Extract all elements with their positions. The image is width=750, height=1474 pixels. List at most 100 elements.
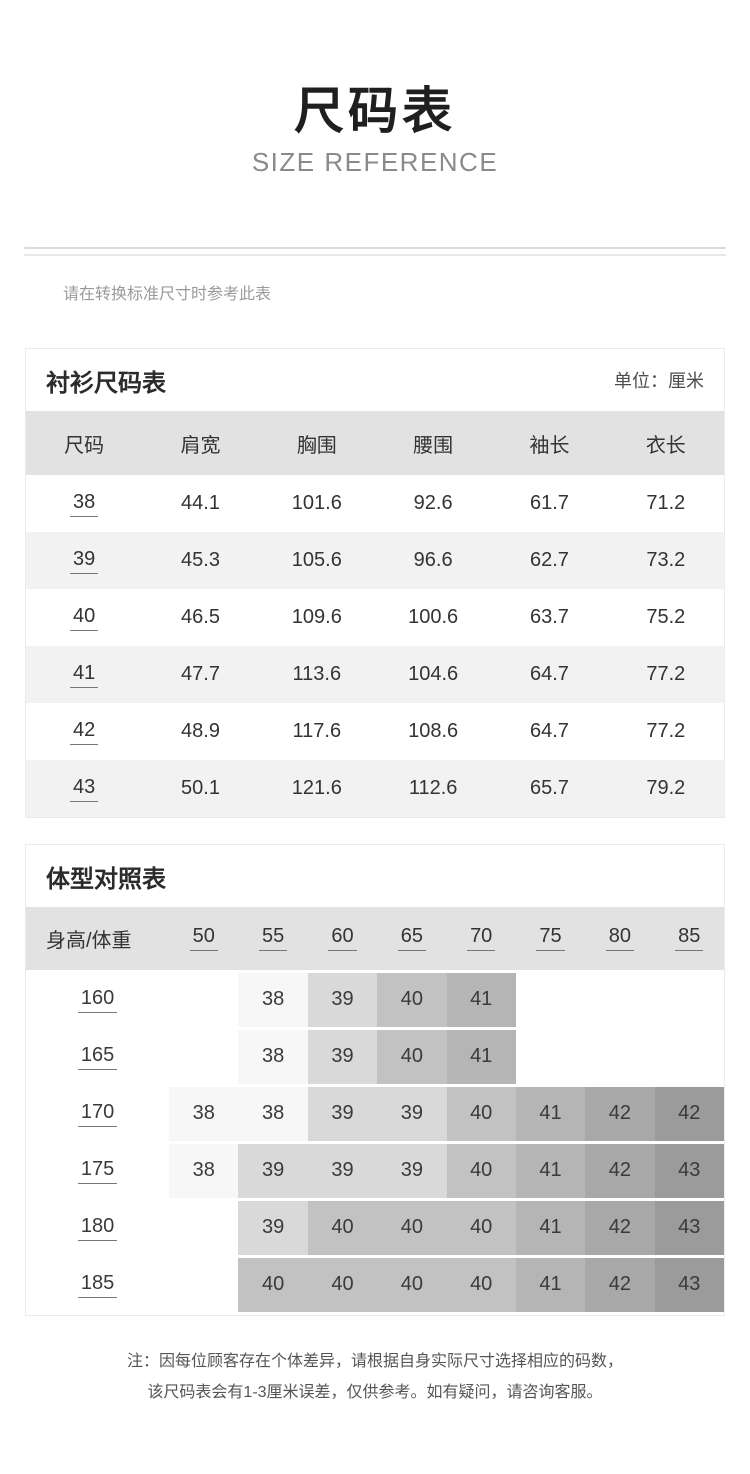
measurement-cell: 109.6 bbox=[291, 606, 342, 628]
measurement-cell: 75.2 bbox=[646, 606, 686, 628]
measurement-cell: 105.6 bbox=[291, 549, 342, 571]
height-cell: 165 bbox=[26, 1028, 170, 1087]
size-lookup-cell: 42 bbox=[585, 1199, 655, 1258]
shirt-size-row: 42 48.9 117.6 108.6 64.7 77.2 bbox=[26, 703, 724, 760]
shirt-size-row: 40 46.5 109.6 100.6 63.7 75.2 bbox=[26, 589, 724, 646]
size-lookup-cell: 38 bbox=[238, 1085, 308, 1144]
size-lookup-cell: 40 bbox=[446, 1085, 516, 1144]
shirt-table-header-row: 尺码 肩宽 胸围 腰围 袖长 衣长 bbox=[26, 411, 724, 475]
column-header: 肩宽 bbox=[180, 434, 221, 457]
size-lookup-cell: 43 bbox=[654, 1142, 724, 1201]
shirt-size-table: 尺码 肩宽 胸围 腰围 袖长 衣长 38 44.1 101.6 92.6 61.7 71.2 39 45… bbox=[26, 411, 724, 817]
measurement-cell: 73.2 bbox=[646, 549, 686, 571]
empty-cell bbox=[169, 1028, 239, 1087]
empty-cell bbox=[654, 971, 724, 1030]
footnote: 注：因每位顾客存在个体差异，请根据自身实际尺寸选择相应的码数， 该尺码表会有1-… bbox=[0, 1346, 750, 1408]
measurement-cell: 50.1 bbox=[181, 777, 220, 799]
body-type-table-title: 体型对照表 bbox=[46, 865, 166, 893]
measurement-cell: 61.7 bbox=[530, 492, 569, 514]
section-divider bbox=[24, 247, 726, 256]
body-type-row: 170 38 38 39 39 40 41 42 42 bbox=[26, 1085, 724, 1144]
measurement-cell: 79.2 bbox=[646, 777, 686, 799]
empty-cell bbox=[169, 1256, 239, 1315]
measurement-cell: 71.2 bbox=[646, 492, 686, 514]
size-lookup-cell: 40 bbox=[377, 1199, 447, 1258]
size-value: 39 bbox=[70, 548, 99, 574]
shirt-card-header: 衬衫尺码表 单位：厘米 bbox=[26, 349, 724, 411]
size-lookup-cell: 41 bbox=[515, 1199, 586, 1258]
weight-value: 60 bbox=[328, 925, 357, 952]
measurement-cell: 63.7 bbox=[530, 606, 569, 628]
measurement-cell: 47.7 bbox=[181, 663, 220, 685]
footnote-line-1: 注：因每位顾客存在个体差异，请根据自身实际尺寸选择相应的码数， bbox=[126, 1352, 623, 1370]
measurement-cell: 113.6 bbox=[292, 663, 342, 685]
measurement-cell: 46.5 bbox=[181, 606, 220, 628]
measurement-cell: 45.3 bbox=[181, 549, 220, 571]
size-lookup-cell: 41 bbox=[446, 971, 516, 1030]
size-lookup-cell: 38 bbox=[238, 971, 308, 1030]
empty-cell bbox=[169, 971, 239, 1030]
size-lookup-cell: 43 bbox=[654, 1199, 724, 1258]
size-lookup-cell: 43 bbox=[654, 1256, 724, 1315]
column-header: 腰围 bbox=[413, 434, 454, 457]
size-lookup-cell: 39 bbox=[307, 1028, 378, 1087]
size-lookup-cell: 42 bbox=[585, 1256, 655, 1315]
intro-text: 请在转换标准尺寸时参考此表 bbox=[63, 286, 272, 303]
size-lookup-cell: 40 bbox=[446, 1199, 516, 1258]
measurement-cell: 112.6 bbox=[408, 777, 458, 799]
unit-label: 单位：厘米 bbox=[614, 371, 704, 391]
size-lookup-cell: 40 bbox=[446, 1256, 516, 1315]
size-cell: 42 bbox=[26, 703, 142, 760]
height-cell: 160 bbox=[26, 971, 170, 1030]
size-lookup-cell: 42 bbox=[585, 1142, 655, 1201]
empty-cell bbox=[654, 1028, 724, 1087]
body-type-table-body: 160 38 39 40 41 165 38 39 40 41 170 38 38 39 39 40 41 42 4… bbox=[26, 971, 724, 1315]
body-type-card: 体型对照表 身高/体重 50 55 60 65 70 75 80 85 160 38 39 40 41 1… bbox=[25, 844, 725, 1316]
shirt-size-row: 43 50.1 121.6 112.6 65.7 79.2 bbox=[26, 760, 724, 817]
size-lookup-cell: 39 bbox=[307, 1085, 378, 1144]
size-lookup-cell: 41 bbox=[446, 1028, 516, 1087]
weight-value: 50 bbox=[189, 925, 218, 952]
size-lookup-cell: 39 bbox=[307, 1142, 378, 1201]
height-cell: 185 bbox=[26, 1256, 170, 1315]
height-value: 170 bbox=[77, 1101, 118, 1127]
page-title: 尺码表 bbox=[294, 83, 456, 139]
column-header: 袖长 bbox=[529, 434, 570, 457]
measurement-cell: 96.6 bbox=[413, 549, 453, 571]
weight-header: 70 bbox=[447, 907, 516, 971]
shirt-size-row: 41 47.7 113.6 104.6 64.7 77.2 bbox=[26, 646, 724, 703]
size-lookup-cell: 41 bbox=[515, 1085, 586, 1144]
weight-header: 50 bbox=[169, 907, 238, 971]
height-cell: 170 bbox=[26, 1085, 170, 1144]
height-value: 165 bbox=[77, 1044, 118, 1070]
size-lookup-cell: 40 bbox=[446, 1142, 516, 1201]
column-header: 尺码 bbox=[64, 434, 105, 457]
size-lookup-cell: 40 bbox=[377, 1256, 447, 1315]
size-value: 42 bbox=[70, 719, 99, 745]
divider-line bbox=[24, 254, 726, 256]
weight-header: 55 bbox=[238, 907, 307, 971]
measurement-cell: 44.1 bbox=[181, 492, 220, 514]
size-value: 38 bbox=[70, 491, 99, 517]
column-header: 胸围 bbox=[296, 434, 337, 457]
size-lookup-cell: 39 bbox=[238, 1199, 308, 1258]
column-header: 衣长 bbox=[645, 434, 686, 457]
size-lookup-cell: 41 bbox=[515, 1256, 586, 1315]
empty-cell bbox=[169, 1199, 239, 1258]
shirt-size-row: 38 44.1 101.6 92.6 61.7 71.2 bbox=[26, 475, 724, 532]
height-value: 175 bbox=[77, 1158, 118, 1184]
weight-header: 65 bbox=[377, 907, 446, 971]
measurement-cell: 92.6 bbox=[413, 492, 453, 514]
measurement-cell: 48.9 bbox=[181, 720, 220, 742]
body-type-row: 160 38 39 40 41 bbox=[26, 971, 724, 1030]
measurement-cell: 121.6 bbox=[291, 777, 342, 799]
empty-cell bbox=[585, 971, 655, 1030]
size-lookup-cell: 38 bbox=[238, 1028, 308, 1087]
measurement-cell: 62.7 bbox=[530, 549, 569, 571]
body-type-row: 180 39 40 40 40 41 42 43 bbox=[26, 1199, 724, 1258]
size-lookup-cell: 41 bbox=[515, 1142, 586, 1201]
measurement-cell: 64.7 bbox=[530, 720, 569, 742]
size-cell: 39 bbox=[26, 532, 142, 589]
shirt-size-row: 39 45.3 105.6 96.6 62.7 73.2 bbox=[26, 532, 724, 589]
shirt-size-card: 衬衫尺码表 单位：厘米 尺码 肩宽 胸围 腰围 袖长 衣长 38 44.1 101.6 92.6… bbox=[25, 348, 725, 818]
